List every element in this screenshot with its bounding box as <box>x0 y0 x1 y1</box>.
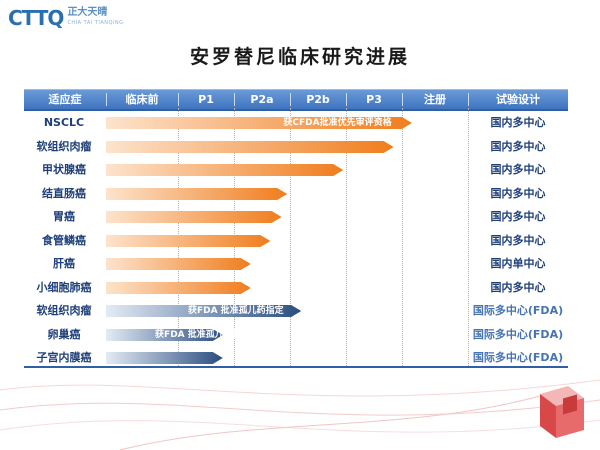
indication-label: NSCLC <box>43 116 85 129</box>
progress-arrow <box>106 328 223 341</box>
header-separator <box>106 93 107 106</box>
trial-design-label: 国内多中心 <box>490 116 546 129</box>
bar-annotation: 获FDA 批准孤儿药指定 <box>187 306 284 316</box>
progress-arrow <box>106 140 394 153</box>
progress-bar <box>106 257 251 271</box>
header-col-p3: P3 <box>366 93 382 106</box>
progress-bar <box>106 234 271 248</box>
header-col-p2a: P2a <box>250 93 274 106</box>
trial-design-label: 国际多中心(FDA) <box>472 304 564 317</box>
progress-arrow <box>106 305 302 317</box>
trial-design-label: 国内多中心 <box>490 139 546 153</box>
logo: CTTQ 正大天晴 CHIA TAI TIANQING <box>8 6 124 30</box>
progress-bar: 获FDA 批准孤儿药指定 <box>106 304 302 318</box>
progress-bar <box>106 351 223 365</box>
header-separator <box>468 93 469 106</box>
progress-bar <box>106 140 394 154</box>
bar-annotation: 获FDA 批准孤儿药指定 <box>155 329 251 340</box>
trial-design-label: 国内多中心 <box>490 163 546 176</box>
progress-arrow <box>106 164 344 176</box>
bar-annotation: 获CFDA批准优先审评资格 <box>283 118 392 128</box>
trial-design-label: 国内多中心 <box>490 233 546 247</box>
progress-arrow <box>106 352 223 364</box>
indication-label: 软组织肉瘤 <box>36 139 92 153</box>
indication-label: 食管鳞癌 <box>42 233 86 247</box>
indication-label: 结直肠癌 <box>42 186 86 200</box>
table-bottom-border <box>24 366 568 368</box>
progress-arrow <box>106 117 412 129</box>
indication-label: 软组织肉瘤 <box>36 304 92 317</box>
progress-bar <box>106 187 288 201</box>
progress-arrow <box>106 234 271 247</box>
header-col-p2b: P2b <box>306 93 330 106</box>
stage-divider <box>346 108 347 368</box>
progress-arrow <box>106 281 251 294</box>
progress-bar: 获FDA 批准孤儿药指定 <box>106 328 251 342</box>
trial-design-label: 国内多中心 <box>490 210 546 223</box>
page-title: 安罗替尼临床研究进展 <box>189 46 410 68</box>
stage-divider <box>402 108 403 368</box>
indication-label: 子宫内膜癌 <box>36 351 92 364</box>
progress-arrow <box>106 211 282 223</box>
progress-bar: 获CFDA批准优先审评资格 <box>106 116 412 130</box>
header-col-registration: 注册 <box>424 93 446 106</box>
header-separator <box>402 93 403 106</box>
indication-label: 胃癌 <box>53 210 75 223</box>
progress-bar <box>106 163 344 177</box>
progress-arrow <box>106 258 251 270</box>
indication-label: 卵巢癌 <box>47 327 81 341</box>
logo-mark: CTTQ <box>8 6 64 30</box>
indication-label: 小细胞肺癌 <box>36 280 92 294</box>
header-col-indication: 适应症 <box>48 93 82 106</box>
progress-arrow <box>106 187 288 200</box>
logo-text: 正大天晴 CHIA TAI TIANQING <box>67 8 123 28</box>
trial-design-label: 国际多中心(FDA) <box>472 327 564 341</box>
header-separator <box>290 93 291 106</box>
decorative-swirl <box>0 379 600 450</box>
trial-design-label: 国内多中心 <box>490 280 546 294</box>
header-col-trial-design: 试验设计 <box>496 93 540 106</box>
logo-en: CHIA TAI TIANQING <box>67 20 124 26</box>
table-header: 适应症 临床前 P1 P2a P2b P3 注册 试验设计 <box>24 89 568 111</box>
header-col-preclinical: 临床前 <box>125 93 159 106</box>
header-separator <box>234 93 235 106</box>
indication-label: 肝癌 <box>53 257 75 270</box>
decorative-cube <box>540 386 584 438</box>
stage-divider <box>290 108 291 368</box>
logo-cn: 正大天晴 <box>67 7 108 18</box>
trial-design-label: 国内单中心 <box>490 257 546 270</box>
stage-divider <box>468 108 469 368</box>
header-separator <box>178 93 179 106</box>
progress-bar <box>106 210 282 224</box>
header-separator <box>346 93 347 106</box>
indication-label: 甲状腺癌 <box>42 163 86 176</box>
header-col-p1: P1 <box>198 93 214 106</box>
progress-bar <box>106 281 251 295</box>
trial-design-label: 国内多中心 <box>490 186 546 200</box>
trial-design-label: 国际多中心(FDA) <box>472 351 564 364</box>
